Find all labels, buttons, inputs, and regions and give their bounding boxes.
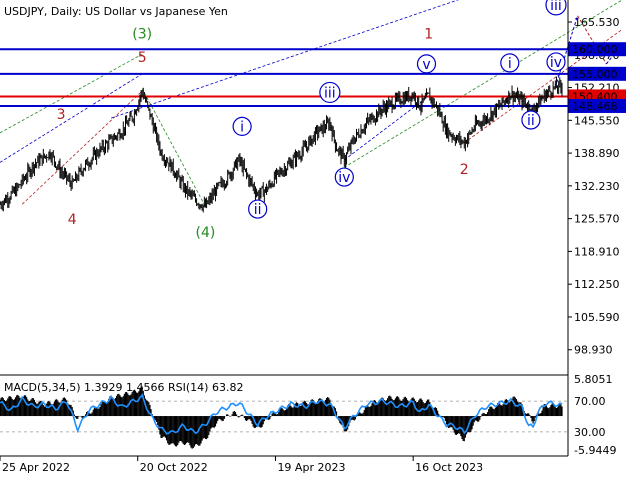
oscillator-grid <box>0 400 568 433</box>
channel-line <box>344 0 623 168</box>
oscillator-axis: 5.8051 70.00 30.00 -5.9449 <box>574 373 616 457</box>
price-tick-label: 118.910 <box>574 245 620 258</box>
time-tick-label: 19 Apr 2023 <box>277 461 345 474</box>
wave-label: 5 <box>138 50 147 66</box>
projection-line <box>554 15 579 88</box>
level-lines <box>0 48 568 107</box>
wave-label: iv <box>338 170 350 186</box>
oscillator-tick-label: 30.00 <box>574 426 606 439</box>
price-tick-label: 145.550 <box>574 114 620 127</box>
oscillator-pane: 5.8051 70.00 30.00 -5.9449 MACD(5,34,5) 1.3… <box>0 373 616 457</box>
level-label: 148.468 <box>572 100 618 113</box>
wave-label: iii <box>550 0 562 14</box>
main-pane: 165.530158.870152.210145.550138.890132.2… <box>0 0 626 374</box>
wave-label: 1 <box>424 26 433 42</box>
price-bars <box>0 76 563 213</box>
wave-label-circle <box>546 52 566 72</box>
main-plot-bg <box>0 0 568 374</box>
level-label-bg <box>568 42 626 57</box>
wave-label: i <box>240 119 244 135</box>
price-tick-label: 132.230 <box>574 180 620 193</box>
wave-label-circle <box>500 53 520 73</box>
oscillator-tick-label: -5.9449 <box>574 444 616 457</box>
channel-line <box>110 0 459 119</box>
rsi-line <box>0 393 563 435</box>
price-tick-label: 98.930 <box>574 344 613 357</box>
price-tick-label: 112.250 <box>574 278 620 291</box>
oscillator-header: MACD(5,34,5) 1.3929 1.4566 RSI(14) 63.82 <box>4 381 243 394</box>
time-tick-label: 20 Oct 2022 <box>140 461 208 474</box>
wave-label: v <box>422 57 430 73</box>
wave-label: 2 <box>460 162 469 178</box>
level-label-bg <box>568 98 626 113</box>
wave-label-circle <box>319 81 341 104</box>
wave-label-circle <box>416 54 437 74</box>
channel-line <box>344 95 429 161</box>
wave-label: ii <box>527 113 535 129</box>
wave-channels <box>0 0 623 207</box>
price-tick-label: 138.890 <box>574 147 620 160</box>
level-label: 160.000 <box>572 43 618 56</box>
wave-label-circle <box>334 167 354 187</box>
wave-label: ii <box>254 202 262 218</box>
oscillator-tick-label: 70.00 <box>574 395 606 408</box>
price-tick-label: 125.570 <box>574 213 620 226</box>
rsi-line-path <box>0 393 563 435</box>
wave-label: 3 <box>57 107 66 123</box>
price-tick-label: 105.590 <box>574 311 620 324</box>
channel-line <box>0 53 143 134</box>
wave-label-circle <box>545 0 567 16</box>
time-axis: 25 Apr 2022 20 Oct 2022 19 Apr 2023 16 Oct … <box>0 456 483 474</box>
channel-line <box>21 90 143 205</box>
wave-label-circle <box>248 199 268 219</box>
channel-line <box>141 88 206 207</box>
wave-label: i <box>508 56 512 72</box>
wave-label-circle <box>521 110 541 130</box>
time-tick-label: 16 Oct 2023 <box>415 461 483 474</box>
chart-header: USDJPY, Daily: US Dollar vs Japanese Yen <box>4 5 228 18</box>
wave-label: 4 <box>68 212 77 228</box>
wave-label: (3) <box>132 26 152 42</box>
wave-label: iv <box>550 55 562 71</box>
wave-label-circle <box>232 116 252 136</box>
channel-line <box>0 73 143 163</box>
price-tick-label: 165.530 <box>574 16 620 29</box>
level-label: 155.000 <box>572 68 618 81</box>
wave-label: iii <box>324 85 336 101</box>
level-label-bg <box>568 66 626 81</box>
time-tick-label: 25 Apr 2022 <box>2 461 70 474</box>
wave-label: (4) <box>196 225 216 241</box>
oscillator-tick-label: 5.8051 <box>574 373 613 386</box>
